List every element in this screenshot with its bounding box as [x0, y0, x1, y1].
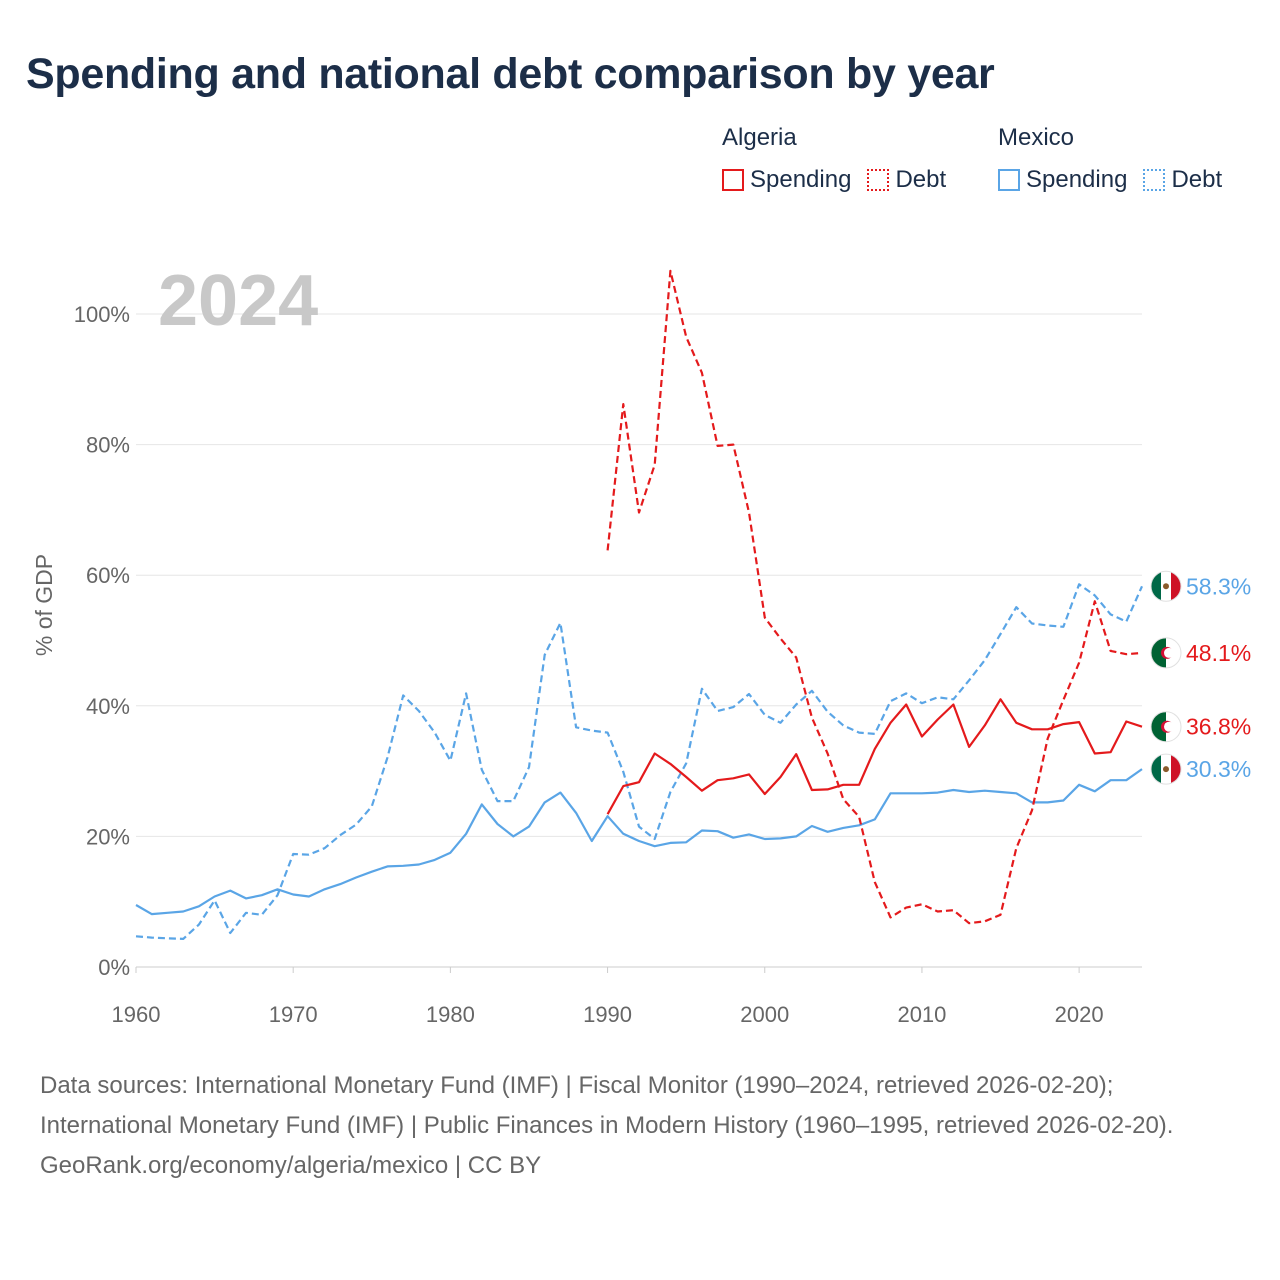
y-tick-label: 100% [74, 302, 130, 327]
data-sources-text: Data sources: International Monetary Fun… [40, 1072, 1174, 1139]
algeria-debt-line [606, 269, 1143, 925]
y-tick-label: 20% [86, 824, 130, 849]
algeria-flag-icon [1150, 711, 1182, 743]
solid-swatch-icon [998, 169, 1020, 191]
end-value-label: 58.3% [1186, 573, 1251, 599]
end-labels: 58.3% 48.1% 36.8% 30.3% [1150, 570, 1251, 785]
x-tick-label: 2010 [897, 1002, 946, 1027]
solid-swatch-icon [722, 169, 744, 191]
mexico-flag-icon [1150, 753, 1182, 785]
x-axis: 1960 1970 1980 1990 2000 2010 2020 [112, 967, 1104, 1027]
legend-group-mexico: Mexico Spending Debt [998, 124, 1238, 194]
mexico-debt-line [135, 583, 1144, 941]
chart-title: Spending and national debt comparison by… [26, 50, 995, 98]
y-tick-label: 60% [86, 563, 130, 588]
algeria-spending-line [606, 698, 1143, 815]
line-chart: 2024 % of GDP 0% 20% 40% 60% 80% 100% 1960 197… [31, 261, 1251, 1027]
x-tick-label: 1970 [269, 1002, 318, 1027]
footer: Data sources: International Monetary Fun… [40, 1066, 1250, 1186]
legend-label: Spending [1026, 166, 1128, 193]
y-axis: 0% 20% 40% 60% 80% 100% [74, 302, 130, 980]
x-tick-label: 2000 [740, 1002, 789, 1027]
y-axis-title: % of GDP [31, 554, 57, 656]
gridlines [136, 313, 1142, 968]
source-link[interactable]: GeoRank.org/economy/algeria/mexico | CC … [40, 1152, 542, 1179]
x-tick-label: 2020 [1055, 1002, 1104, 1027]
legend-label: Spending [750, 166, 852, 193]
legend-item-mexico-debt[interactable]: Debt [1143, 166, 1222, 194]
legend-country-name: Algeria [722, 124, 797, 151]
end-value-label: 30.3% [1186, 756, 1251, 782]
end-value-label: 48.1% [1186, 640, 1251, 666]
legend-item-algeria-spending[interactable]: Spending [722, 166, 851, 194]
x-tick-label: 1980 [426, 1002, 475, 1027]
algeria-flag-icon [1150, 637, 1182, 669]
legend-item-mexico-spending[interactable]: Spending [998, 166, 1127, 194]
series-lines [135, 269, 1144, 941]
legend-country-name: Mexico [998, 124, 1075, 151]
year-watermark: 2024 [158, 261, 318, 341]
x-tick-label: 1990 [583, 1002, 632, 1027]
y-tick-label: 80% [86, 433, 130, 458]
x-tick-label: 1960 [112, 1002, 161, 1027]
legend-item-algeria-debt[interactable]: Debt [867, 166, 946, 194]
legend-label: Debt [895, 166, 947, 193]
mexico-spending-line [135, 768, 1143, 916]
end-value-label: 36.8% [1186, 714, 1251, 740]
legend-label: Debt [1171, 166, 1223, 193]
dotted-swatch-icon [867, 169, 890, 191]
mexico-flag-icon [1150, 570, 1182, 602]
legend-group-algeria: Algeria Spending Debt [722, 124, 962, 194]
y-tick-label: 0% [98, 955, 130, 980]
y-tick-label: 40% [86, 694, 130, 719]
dotted-swatch-icon [1143, 169, 1166, 191]
